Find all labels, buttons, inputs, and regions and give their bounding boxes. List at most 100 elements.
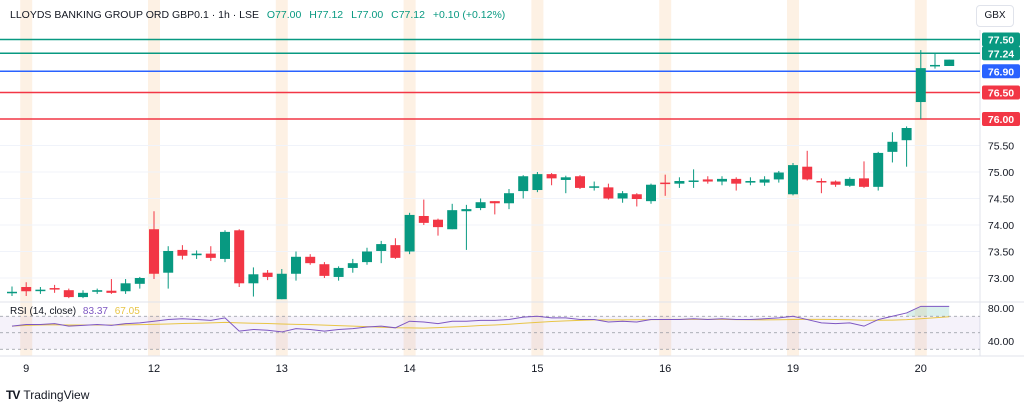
price-tick-label: 75.00 (988, 167, 1014, 179)
candle-body (504, 193, 514, 204)
candle-body (390, 245, 401, 258)
candle-body (745, 181, 756, 183)
candle-body (63, 290, 74, 298)
price-tick-label: 73.50 (988, 247, 1014, 259)
candle-body (518, 176, 529, 192)
candle-body (92, 290, 103, 292)
candle-body (106, 290, 117, 293)
candle-body (35, 289, 46, 292)
candle-body (134, 278, 145, 284)
candle-body (844, 178, 855, 186)
level-price-label: 77.24 (988, 48, 1014, 60)
candle-body (631, 194, 642, 200)
tradingview-logo-icon: TV (6, 388, 20, 402)
rsi-value: 83.37 (82, 306, 108, 317)
session-band (403, 0, 416, 356)
candle-body (347, 263, 358, 268)
rsi-tick-label: 40.00 (988, 336, 1014, 348)
candle-body (688, 180, 699, 182)
candle-body (560, 177, 571, 180)
candle-body (759, 179, 770, 183)
candle-body (887, 141, 898, 152)
candle-body (816, 181, 827, 183)
candle-body (418, 215, 429, 223)
candle-body (234, 230, 245, 284)
price-tick-label: 74.50 (988, 194, 1014, 206)
close-value: C77.12 (391, 9, 425, 21)
tradingview-brand[interactable]: TV TradingView (6, 388, 89, 402)
candle-body (305, 256, 316, 264)
candle-body (589, 186, 600, 188)
candle-body (944, 59, 955, 66)
session-band (20, 0, 33, 356)
candle-body (859, 178, 869, 187)
symbol-header: LLOYDS BANKING GROUP ORD GBP0.1 · 1h · L… (10, 9, 505, 21)
candle-body (163, 250, 174, 273)
brand-name: TradingView (23, 388, 90, 402)
time-tick-label: 12 (148, 363, 160, 375)
candle-body (404, 214, 415, 252)
level-price-tag (982, 32, 1020, 47)
level-price-label: 76.90 (988, 66, 1014, 78)
candle-body (333, 267, 344, 277)
candle-body (276, 273, 287, 300)
rsi-tick-label: 80.00 (988, 303, 1014, 315)
rsi-overbought-fill (906, 306, 950, 317)
rsi-legend: RSI (14, close) 83.37 67.05 (10, 306, 140, 317)
candle-body (646, 184, 656, 202)
time-tick-label: 16 (659, 363, 671, 375)
candle-body (191, 253, 202, 256)
candle-body (447, 210, 458, 230)
time-tick-label: 13 (276, 363, 288, 375)
session-band (275, 0, 288, 356)
candle-body (873, 152, 884, 187)
candle-body (830, 181, 841, 185)
candle-body (702, 179, 713, 182)
candle-body (603, 187, 614, 199)
candle-body (788, 165, 798, 195)
candle-body (319, 264, 330, 276)
candle-body (901, 128, 912, 141)
candle-body (21, 287, 32, 292)
level-price-tag (982, 112, 1020, 126)
candle-body (376, 244, 387, 251)
rsi-line (11, 305, 950, 333)
candle-body (149, 229, 159, 274)
candle-body (120, 283, 131, 292)
candle-body (489, 201, 500, 204)
candle-body (220, 231, 230, 259)
candle-body (362, 251, 372, 263)
level-price-tag (982, 64, 1020, 79)
candle-body (205, 253, 216, 258)
candle-body (49, 288, 60, 290)
candle-body (475, 202, 486, 209)
level-price-tag (982, 46, 1020, 61)
currency-button[interactable]: GBX (976, 5, 1014, 27)
rsi-ma-value: 67.05 (114, 306, 140, 317)
price-tick-label: 74.00 (988, 220, 1014, 232)
candle-body (674, 181, 685, 184)
time-tick-label: 15 (531, 363, 543, 375)
candle-body (930, 64, 940, 67)
candle-body (731, 178, 742, 184)
change-value: +0.10 (+0.12%) (432, 9, 506, 21)
open-value: O77.00 (266, 9, 302, 21)
low-value: L77.00 (351, 9, 384, 21)
rsi-ma-line (11, 316, 950, 329)
symbol-title: LLOYDS BANKING GROUP ORD GBP0.1 · 1h · L… (10, 9, 259, 21)
candle-body (461, 209, 472, 212)
candle-body (177, 249, 188, 256)
candle-body (262, 272, 273, 277)
candle-body (546, 174, 557, 179)
candle-body (915, 68, 926, 103)
time-tick-label: 20 (915, 363, 927, 375)
candle-body (717, 178, 727, 182)
price-tick-label: 73.00 (988, 273, 1014, 285)
candle-body (248, 274, 259, 284)
level-price-label: 76.50 (988, 88, 1014, 100)
rsi-band-fill (0, 316, 980, 350)
candle-body (660, 182, 671, 185)
candle-body (7, 291, 17, 294)
candle-body (433, 219, 443, 228)
